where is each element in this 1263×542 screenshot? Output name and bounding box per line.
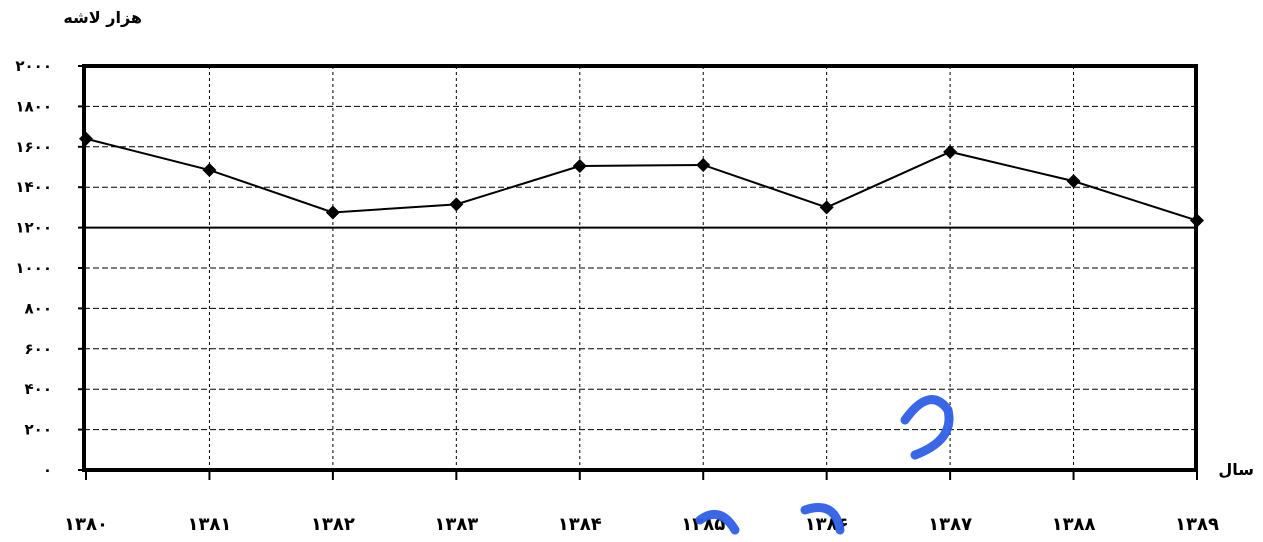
y-tick-label: ۶۰۰ xyxy=(25,340,52,358)
y-tick-label: ۱۴۰۰ xyxy=(15,178,52,196)
data-point xyxy=(1190,214,1204,228)
y-tick-label: ۱۶۰۰ xyxy=(15,138,52,156)
x-tick-label: ۱۳۸۲ xyxy=(311,514,355,535)
x-tick-label: ۱۳۸۸ xyxy=(1052,514,1096,535)
x-axis-ticks: ۱۳۸۰ ۱۳۸۱ ۱۳۸۲ ۱۳۸۳ ۱۳۸۴ ۱۳۸۵ ۱۳۸۶ ۱۳۸۷ ۱۳۸۸ ۱۳۸۹ xyxy=(64,470,1219,535)
y-tick-label: ۱۰۰۰ xyxy=(15,259,52,277)
data-point xyxy=(820,200,834,214)
y-axis-label: هزار لاشه xyxy=(63,8,142,27)
data-point xyxy=(943,145,957,159)
y-tick-label: ۲۰۰۰ xyxy=(15,57,52,75)
watermark-logo xyxy=(700,400,949,530)
data-point xyxy=(79,132,93,146)
data-point xyxy=(696,158,710,172)
data-point xyxy=(202,163,216,177)
y-tick-label: ۴۰۰ xyxy=(25,380,52,398)
x-tick-label: ۱۳۸۳ xyxy=(434,514,478,535)
data-point xyxy=(449,197,463,211)
x-tick-label: ۱۳۸۰ xyxy=(64,514,108,535)
x-tick-label: ۱۳۸۷ xyxy=(928,514,972,535)
data-point xyxy=(573,159,587,173)
y-tick-label: ۲۰۰ xyxy=(25,421,52,439)
x-tick-label: ۱۳۸۹ xyxy=(1175,514,1219,535)
series-layer xyxy=(79,132,1204,228)
series-line xyxy=(86,139,1197,221)
y-tick-label: ۸۰۰ xyxy=(25,299,52,317)
data-point xyxy=(326,205,340,219)
x-tick-label: ۱۳۸۴ xyxy=(558,514,602,535)
grid-lines xyxy=(84,66,1196,470)
y-axis-ticks: ۰ ۲۰۰ ۴۰۰ ۶۰۰ ۸۰۰ ۱۰۰۰ ۱۲۰۰ ۱۴۰۰ ۱۶۰۰ ۱۸۰۰ ۲۰۰۰ xyxy=(15,57,84,479)
x-axis-label: سال xyxy=(1218,460,1254,479)
y-tick-label: ۰ xyxy=(43,461,52,479)
y-tick-label: ۱۲۰۰ xyxy=(15,219,52,237)
x-tick-label: ۱۳۸۱ xyxy=(187,514,231,535)
y-tick-label: ۱۸۰۰ xyxy=(15,97,52,115)
data-point xyxy=(1067,174,1081,188)
